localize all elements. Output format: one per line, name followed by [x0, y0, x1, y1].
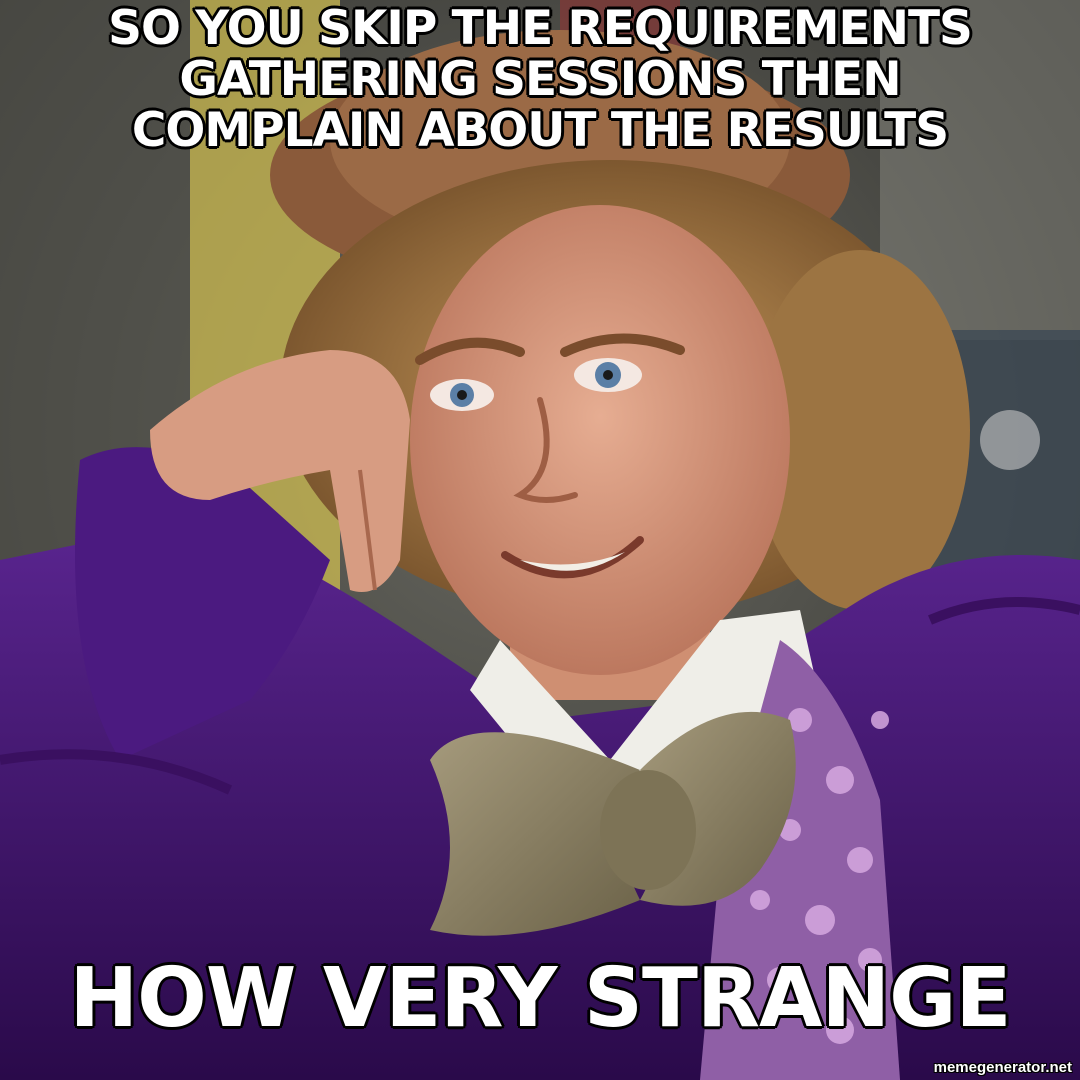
- top-caption: SO YOU SKIP THE REQUIREMENTS GATHERING S…: [107, 1, 975, 158]
- bottom-caption: HOW VERY STRANGE: [68, 951, 1013, 1046]
- watermark: memegenerator.net: [933, 1059, 1072, 1076]
